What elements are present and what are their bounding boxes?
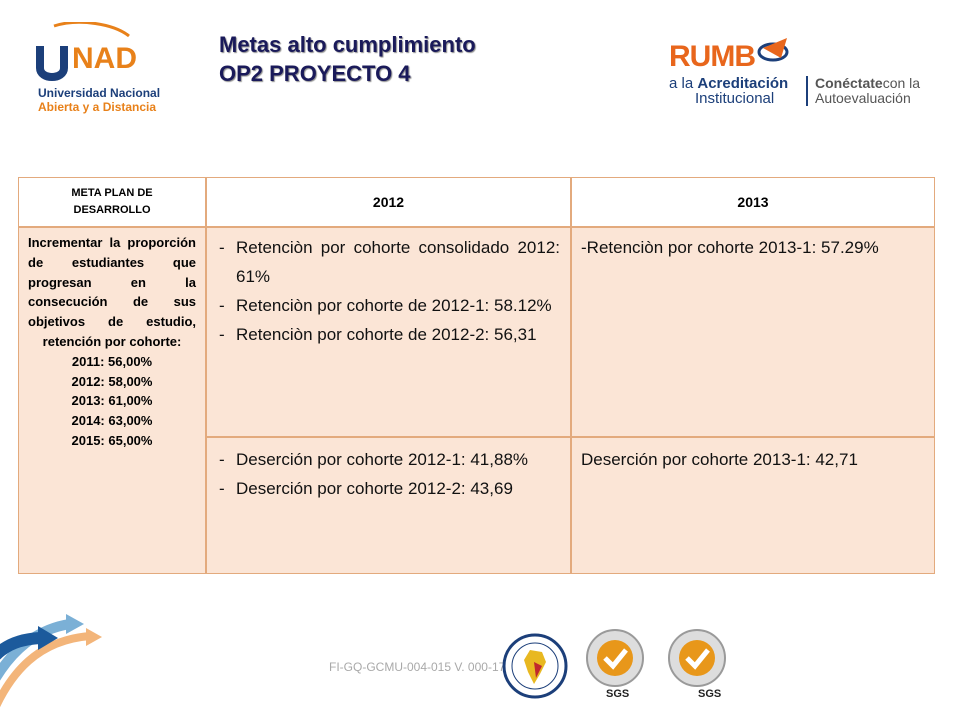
desercion-2013-cell: Deserción por cohorte 2013-1: 42,71 [571,437,935,574]
header-meta: META PLAN DE DESARROLLO [18,177,206,227]
rumbo-line-a-prefix: a la [669,75,698,92]
page-title: Metas alto cumplimiento OP2 PROYECTO 4 [219,30,476,88]
meta-year-2015: 2015: 65,00% [71,432,153,448]
certification-check-icon [668,629,726,687]
icontec-seal-icon [502,633,568,699]
meta-year-2013: 2013: 61,00% [71,393,153,409]
meta-year-2014: 2014: 63,00% [71,413,153,429]
retencion-2013-cell: -Retenciòn por cohorte 2013-1: 57.29% [571,227,935,437]
sgs-seal-2: SGS [662,628,732,704]
logo-divider [806,76,808,106]
meta-year-2011: 2011: 56,00% [71,353,153,369]
desercion-2012-list: Deserción por cohorte 2012-1: 41,88% Des… [219,445,560,503]
compass-icon [757,38,789,62]
header-2013: 2013 [571,177,935,227]
conectate-bold: Conéctate [815,75,883,91]
list-item: Deserción por cohorte 2012-2: 43,69 [219,474,560,503]
conectate-rest: con la [882,75,921,91]
sgs-label-1: SGS [606,688,630,700]
meta-goal-text: Incrementar la proporción de estudiantes… [28,235,196,349]
rumbo-line-a-bold: Acreditación [697,75,789,92]
list-item: Retenciòn por cohorte de 2012-2: 56,31 [219,320,560,349]
list-item: Retenciòn por cohorte consolidado 2012: … [219,233,560,291]
goals-table: META PLAN DE DESARROLLO 2012 2013 Increm… [18,177,935,574]
svg-text:NAD: NAD [72,42,137,75]
rumbo-word: RUMB [669,40,756,73]
meta-cell: Incrementar la proporción de estudiantes… [18,227,206,574]
rumbo-line-b: Institucional [695,90,775,107]
title-line-2: OP2 PROYECTO 4 [219,61,411,86]
conectate-line-2: Autoevaluación [815,90,911,106]
list-item: Deserción por cohorte 2012-1: 41,88% [219,445,560,474]
unad-name: Universidad Nacional Abierta y a Distanc… [38,86,160,114]
unad-name-line2: Abierta y a Distancia [38,100,157,114]
unad-name-line1: Universidad Nacional [38,86,161,100]
header-2012: 2012 [206,177,571,227]
list-item: Retenciòn por cohorte de 2012-1: 58.12% [219,291,560,320]
retencion-2012-cell: Retenciòn por cohorte consolidado 2012: … [206,227,571,437]
rumbo-logo: RUMB a la Acreditación Institucional Con… [665,30,945,110]
rumbo-line-a: a la Acreditación [669,76,788,91]
decorative-arrows-icon [0,614,102,708]
unad-logo: NAD Universidad Nacional Abierta y a Dis… [34,22,164,120]
title-line-1: Metas alto cumplimiento [219,32,476,57]
meta-year-2012: 2012: 58,00% [71,373,153,389]
certification-check-icon [586,629,644,687]
sgs-label-2: SGS [698,688,722,700]
unad-emblem-icon: NAD [36,22,137,81]
conectate-line-1: Conéctatecon la [815,76,920,91]
retencion-2012-list: Retenciòn por cohorte consolidado 2012: … [219,233,560,349]
document-code: FI-GQ-GCMU-004-015 V. 000-17-04-2013 [329,660,554,674]
sgs-seal-1: SGS [580,628,650,704]
desercion-2012-cell: Deserción por cohorte 2012-1: 41,88% Des… [206,437,571,574]
